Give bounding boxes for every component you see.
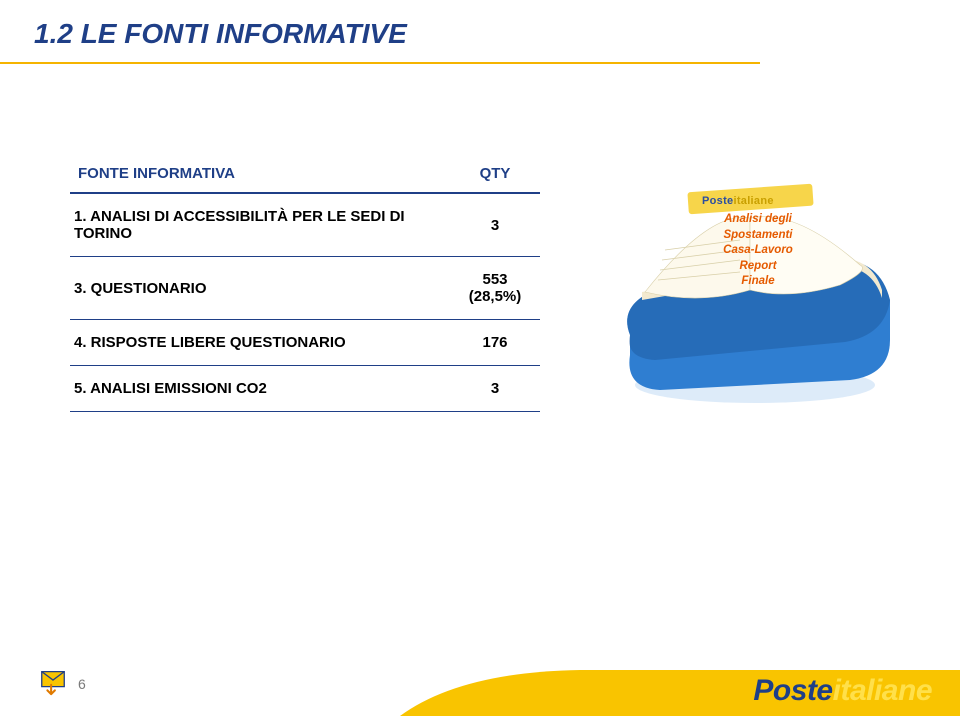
table-row: 4. RISPOSTE LIBERE QUESTIONARIO 176 (70, 320, 540, 366)
slide-footer: 6 Posteitaliane (0, 664, 960, 716)
table-container: FONTE INFORMATIVA QTY 1. ANALISI DI ACCE… (70, 155, 540, 412)
book-brand-yellow: italiane (733, 195, 773, 207)
cell-qty: 176 (450, 320, 540, 366)
envelope-icon (38, 666, 68, 696)
logo-text-yellow: italiane (833, 674, 932, 707)
book-brand-label: Posteitaliane (702, 195, 774, 207)
table-header-row: FONTE INFORMATIVA QTY (70, 155, 540, 193)
book-illustration: Posteitaliane Analisi degliSpostamentiCa… (590, 160, 910, 420)
cell-qty: 3 (450, 193, 540, 257)
col-header-qty: QTY (450, 155, 540, 193)
poste-logo: Posteitaliane (753, 674, 932, 708)
title-underline (0, 62, 760, 64)
book-subtitle: Analisi degliSpostamentiCasa-LavoroRepor… (698, 212, 818, 290)
cell-qty: 553(28,5%) (450, 257, 540, 320)
col-header-fonte: FONTE INFORMATIVA (70, 155, 450, 193)
cell-label: 3. QUESTIONARIO (70, 257, 450, 320)
book-brand-blue: Poste (702, 195, 733, 207)
table-row: 1. ANALISI DI ACCESSIBILITÀ PER LE SEDI … (70, 193, 540, 257)
cell-label: 4. RISPOSTE LIBERE QUESTIONARIO (70, 320, 450, 366)
logo-text-blue: Poste (753, 674, 832, 707)
page-number: 6 (78, 676, 86, 692)
cell-label: 1. ANALISI DI ACCESSIBILITÀ PER LE SEDI … (70, 193, 450, 257)
fonte-table: FONTE INFORMATIVA QTY 1. ANALISI DI ACCE… (70, 155, 540, 412)
table-row: 3. QUESTIONARIO 553(28,5%) (70, 257, 540, 320)
slide-title: 1.2 LE FONTI INFORMATIVE (0, 0, 960, 50)
table-row: 5. ANALISI EMISSIONI CO2 3 (70, 366, 540, 412)
cell-label: 5. ANALISI EMISSIONI CO2 (70, 366, 450, 412)
cell-qty: 3 (450, 366, 540, 412)
